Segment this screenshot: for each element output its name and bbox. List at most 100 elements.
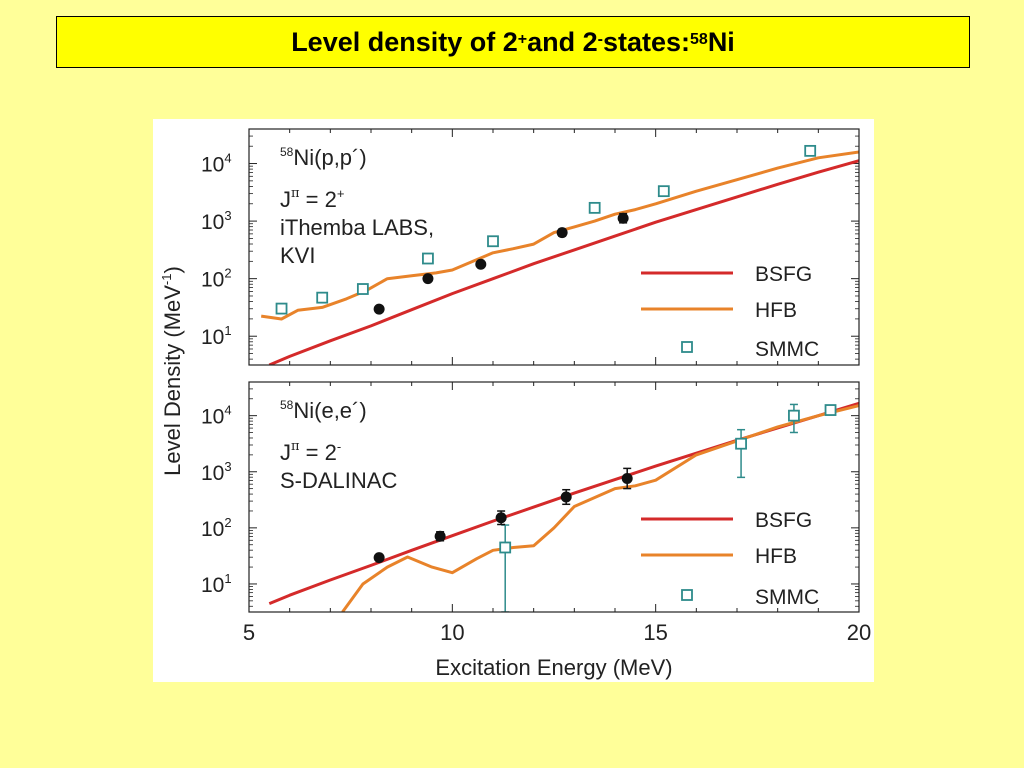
legend-bsfg-label: BSFG [755, 509, 812, 532]
smmc-point [316, 291, 329, 304]
smmc-point [788, 409, 800, 422]
smmc-point [422, 252, 434, 265]
reaction-text: i(e,e´) [309, 398, 366, 423]
series-group [260, 144, 859, 365]
bsfg-line [268, 401, 859, 605]
reaction-mass: 58 [280, 398, 294, 412]
slide-title: Level density of 2 + and 2- states: 58 Ni [56, 16, 970, 68]
x-tick-label: 10 [440, 620, 464, 645]
hfb-line [260, 150, 859, 321]
jpi-pi: π [291, 439, 300, 454]
x-tick-label: 15 [643, 620, 667, 645]
jpi-label: Jπ = 2+ [280, 186, 344, 212]
data-point [560, 491, 572, 503]
y-tick-exponent: 1 [224, 323, 231, 338]
data-point [475, 258, 487, 270]
title-sup-mass: 58 [690, 31, 708, 48]
facility-label: S-DALINAC [280, 468, 397, 493]
jpi-parity: + [337, 186, 345, 201]
jpi-parity: - [337, 439, 341, 454]
panel-frame [248, 381, 860, 613]
facility-label: iThemba LABS, [280, 215, 434, 240]
smmc-point [275, 302, 288, 315]
title-text-2: and 2 [527, 26, 598, 57]
reaction-mass: 58 [280, 145, 294, 159]
x-axis-label: Excitation Energy (MeV) [435, 655, 672, 680]
y-tick-label: 102 [201, 515, 232, 541]
y-tick-label: 103 [201, 459, 232, 485]
facility-label-2: KVI [280, 243, 315, 268]
reaction-text: i(p,p´) [309, 145, 366, 170]
data-point [373, 552, 385, 564]
y-tick-base: 10 [201, 154, 224, 177]
data-point [434, 530, 446, 542]
y-tick-label: 104 [201, 151, 232, 177]
y-tick-base: 10 [201, 211, 224, 234]
title-text-1: Level density of 2 [291, 26, 518, 57]
smmc-point [356, 283, 369, 295]
hfb-line [341, 404, 859, 612]
y-tick-exponent: 2 [224, 515, 231, 530]
jpi-J: J [280, 440, 291, 465]
title-text-4: Ni [707, 26, 735, 57]
legend-bsfg-label: BSFG [755, 263, 812, 286]
legend-smmc-label: SMMC [755, 586, 819, 609]
reaction-element: N [293, 398, 309, 423]
x-tick-label: 20 [847, 620, 871, 645]
reaction-element: N [293, 145, 309, 170]
series-group [268, 401, 859, 612]
smmc-point [804, 144, 817, 157]
y-tick-base: 10 [201, 462, 224, 485]
y-tick-label: 101 [201, 323, 232, 349]
smmc-point [588, 201, 601, 214]
data-point [556, 227, 568, 239]
y-tick-label: 101 [201, 571, 232, 597]
reaction-label: 58Ni(e,e´) [280, 398, 367, 423]
y-tick-exponent: 3 [224, 208, 231, 223]
y-tick-label: 103 [201, 208, 232, 234]
y-tick-base: 10 [201, 326, 224, 349]
data-point [495, 512, 507, 524]
smmc-point [824, 404, 837, 416]
legend-smmc-swatch [681, 341, 693, 353]
data-point [617, 212, 629, 224]
jpi-label: Jπ = 2- [280, 439, 341, 465]
y-axis-label-exponent: -1 [159, 274, 174, 286]
y-axis-label: Level Density (MeV-1) [159, 266, 185, 476]
panel-frame [248, 128, 860, 366]
y-tick-exponent: 2 [224, 266, 231, 281]
smmc-point [499, 541, 512, 554]
legend-smmc-swatch [681, 589, 693, 601]
title-sup-minus: - [597, 31, 603, 48]
jpi-equals: = 2 [300, 187, 337, 212]
y-tick-base: 10 [201, 574, 224, 597]
legend-hfb-label: HFB [755, 299, 797, 322]
legend-smmc-label: SMMC [755, 338, 819, 361]
data-point [373, 303, 385, 315]
reaction-label: 58Ni(p,p´) [280, 145, 367, 170]
smmc-point [657, 185, 670, 198]
y-tick-exponent: 4 [224, 403, 231, 418]
y-tick-base: 10 [201, 518, 224, 541]
bsfg-line [268, 159, 859, 365]
y-tick-exponent: 4 [224, 151, 231, 166]
data-point [621, 472, 633, 484]
y-tick-base: 10 [201, 406, 224, 429]
title-sup-plus: + [517, 31, 528, 48]
x-tick-label: 5 [243, 620, 255, 645]
data-point [422, 273, 434, 285]
y-tick-exponent: 3 [224, 459, 231, 474]
legend-hfb-label: HFB [755, 545, 797, 568]
figure: 101 102 103 104 58Ni(p,p´) Jπ = 2+ iThemba LAB… [153, 119, 874, 682]
title-text-3: states: [602, 26, 691, 57]
smmc-point [735, 437, 747, 450]
jpi-equals: = 2 [300, 440, 337, 465]
y-axis-label-main: Level Density (MeV [160, 285, 185, 476]
smmc-point [487, 235, 499, 248]
y-tick-base: 10 [201, 269, 224, 292]
y-tick-label: 102 [201, 266, 232, 292]
jpi-J: J [280, 187, 291, 212]
